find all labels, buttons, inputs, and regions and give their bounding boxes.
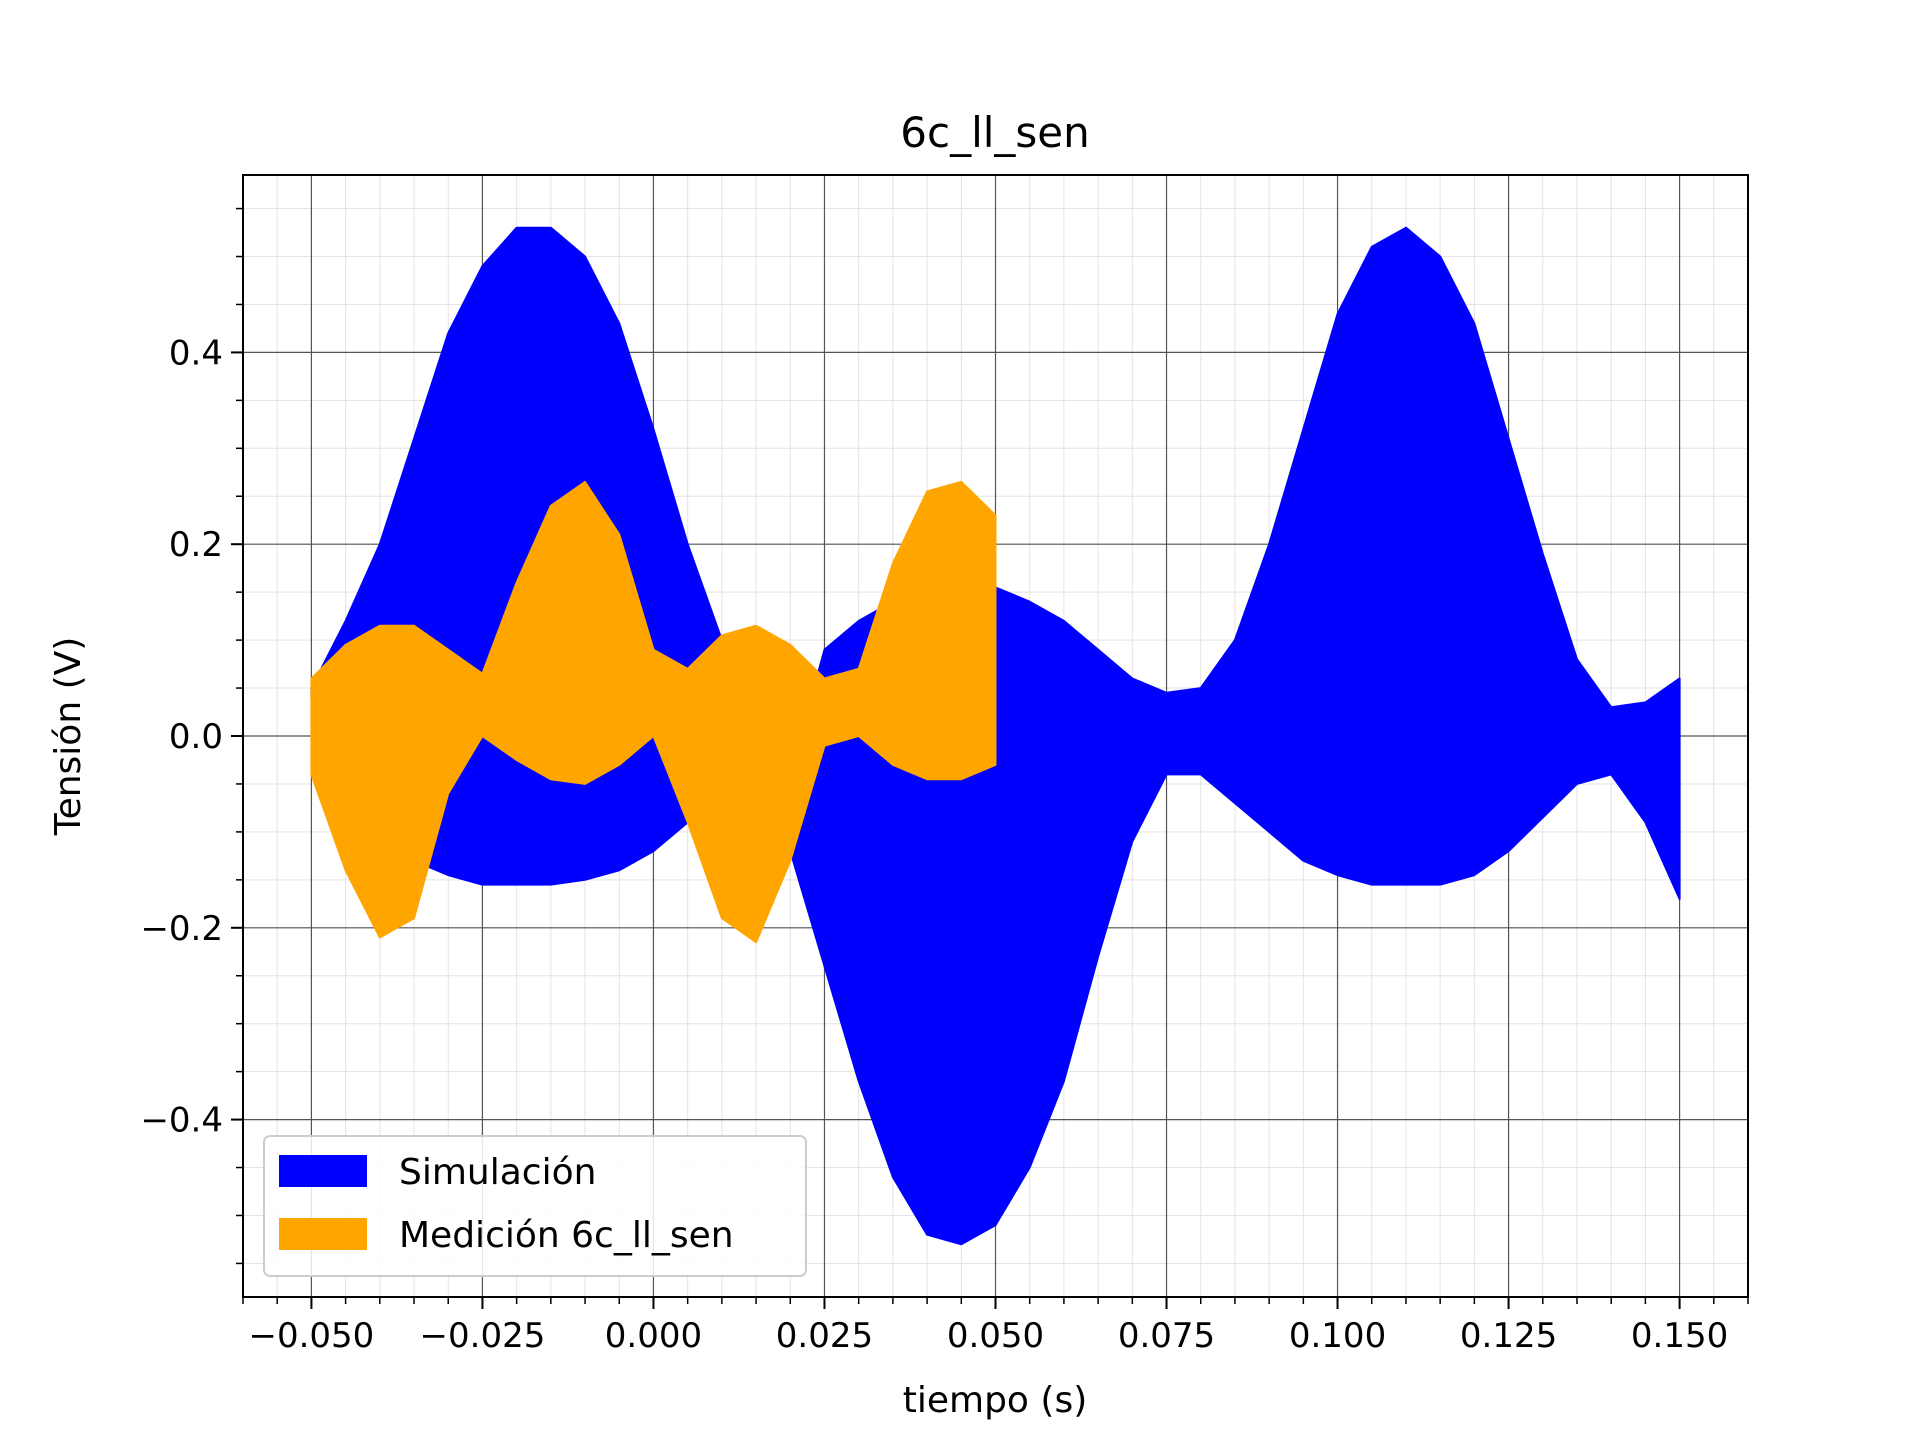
- legend: Simulación Medición 6c_ll_sen: [263, 1135, 807, 1277]
- legend-box: [263, 1135, 807, 1277]
- legend-label-simulacion: Simulación: [399, 1152, 596, 1193]
- chart-title: 6c_ll_sen: [900, 108, 1090, 157]
- y-tick-label: 0.2: [169, 525, 223, 565]
- y-tick-label: 0.0: [169, 717, 223, 757]
- x-tick-label: −0.050: [248, 1316, 374, 1356]
- x-tick-label: 0.050: [947, 1316, 1044, 1356]
- legend-label-medicion: Medición 6c_ll_sen: [399, 1215, 734, 1256]
- y-axis-ticks: −0.4 −0.2 0.0 0.2 0.4: [140, 207, 243, 1265]
- series-medicion-band: [310, 480, 997, 944]
- plot-area: [242, 174, 1749, 1298]
- x-axis-label: tiempo (s): [903, 1380, 1088, 1421]
- legend-swatch-medicion: [279, 1218, 367, 1250]
- y-tick-label: 0.4: [169, 333, 223, 373]
- y-axis-label: Tensión (V): [48, 637, 89, 837]
- y-tick-label: −0.2: [140, 909, 223, 949]
- series-layer: [310, 226, 1681, 1246]
- x-tick-label: 0.100: [1289, 1316, 1386, 1356]
- x-tick-label: 0.125: [1460, 1316, 1557, 1356]
- y-tick-label: −0.4: [140, 1101, 223, 1141]
- x-tick-label: 0.150: [1631, 1316, 1728, 1356]
- x-tick-label: 0.025: [776, 1316, 873, 1356]
- legend-swatch-simulacion: [279, 1155, 367, 1187]
- x-axis-ticks: −0.050 −0.025 0.000 0.025 0.050 0.075 0.100 0.1…: [242, 1297, 1749, 1356]
- x-tick-label: 0.000: [605, 1316, 702, 1356]
- x-tick-label: −0.025: [420, 1316, 546, 1356]
- x-tick-label: 0.075: [1118, 1316, 1215, 1356]
